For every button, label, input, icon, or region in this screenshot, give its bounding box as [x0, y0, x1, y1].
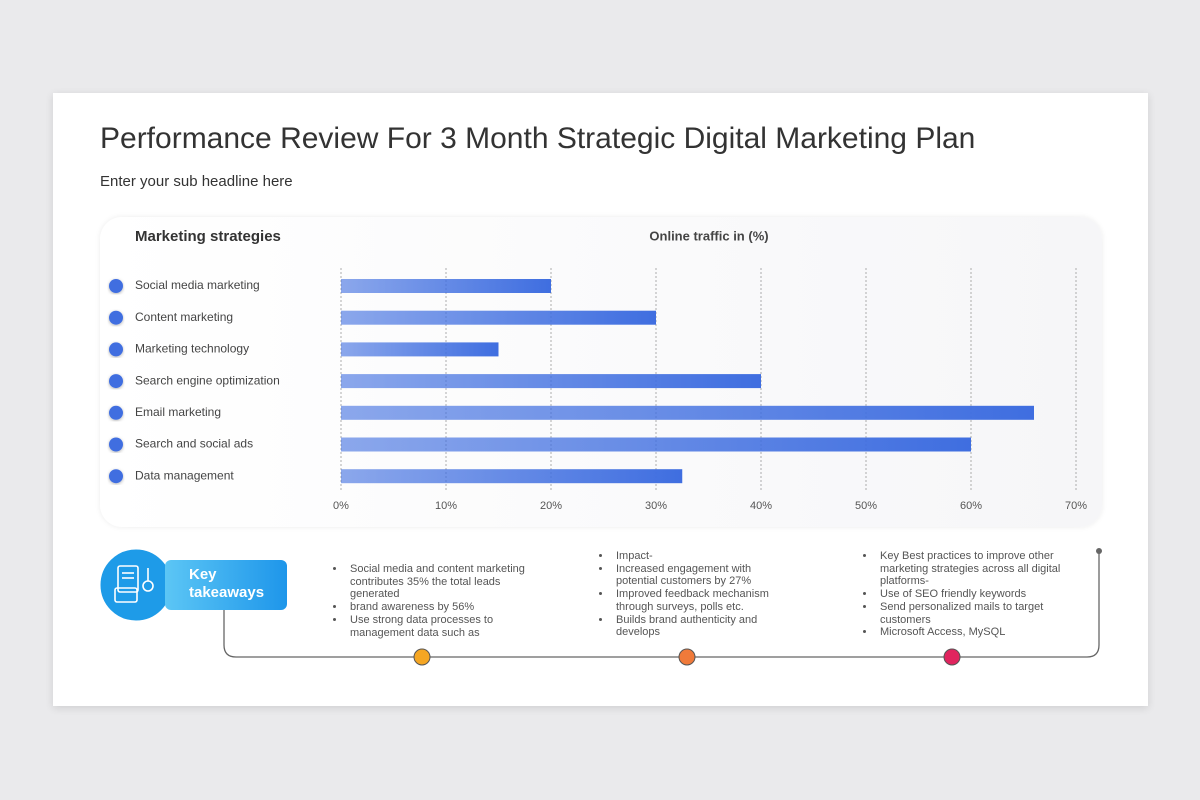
category-dot — [109, 279, 123, 293]
takeaway-item: Social media and content marketing contr… — [346, 563, 546, 601]
bar — [341, 342, 499, 357]
timeline-dot — [678, 648, 696, 666]
x-tick-label: 70% — [1065, 500, 1087, 512]
takeaway-item: Impact- — [612, 550, 792, 563]
takeaway-list: Social media and content marketing contr… — [330, 563, 546, 639]
takeaway-item: Use of SEO friendly keywords — [876, 588, 1076, 601]
x-tick-label: 0% — [333, 500, 349, 512]
bar — [341, 437, 971, 452]
timeline-end — [1096, 548, 1102, 554]
x-tick-label: 40% — [750, 500, 772, 512]
title: Performance Review For 3 Month Strategic… — [100, 122, 976, 155]
bar — [341, 405, 1034, 420]
x-axis-title: Online traffic in (%) — [649, 228, 768, 243]
timeline — [223, 551, 1100, 658]
takeaway-item: Microsoft Access, MySQL — [876, 626, 1076, 639]
takeaway-label: Key takeaways — [189, 566, 265, 601]
category-dot — [109, 469, 123, 484]
takeaway-item: brand awareness by 56% — [346, 601, 546, 614]
bar — [341, 279, 551, 293]
y-tick-label: Search engine optimization — [135, 373, 280, 387]
x-tick-label: 20% — [540, 500, 562, 512]
takeaway-box — [165, 560, 287, 610]
takeaway-list: Key Best practices to improve other mark… — [860, 550, 1076, 639]
bar — [341, 374, 761, 389]
timeline-dot — [943, 648, 961, 666]
category-dot — [109, 437, 123, 452]
category-dot — [109, 342, 123, 357]
y-tick-label: Email marketing — [135, 405, 221, 419]
y-tick-label: Content marketing — [135, 310, 233, 324]
takeaway-item: Improved feedback mechanism through surv… — [612, 588, 792, 613]
takeaway-item: Increased engagement with potential cust… — [612, 563, 792, 588]
category-dot — [109, 374, 123, 389]
y-tick-label: Data management — [135, 468, 234, 482]
subtitle: Enter your sub headline here — [100, 173, 293, 190]
takeaway-list: Impact-Increased engagement with potenti… — [596, 550, 792, 639]
category-dot — [109, 405, 123, 420]
takeaway-item: Use strong data processes to management … — [346, 614, 546, 639]
y-tick-label: Marketing technology — [135, 342, 249, 356]
x-tick-label: 30% — [645, 500, 667, 512]
takeaway-icon — [97, 546, 175, 624]
x-tick-label: 50% — [855, 500, 877, 512]
bar — [341, 469, 683, 484]
y-tick-label: Search and social ads — [135, 437, 253, 451]
takeaway-item: Key Best practices to improve other mark… — [876, 550, 1076, 588]
category-axis-title: Marketing strategies — [135, 228, 281, 245]
bar — [341, 310, 656, 325]
x-tick-label: 60% — [960, 500, 982, 512]
takeaway-item: Builds brand authenticity and develops — [612, 614, 792, 639]
timeline-dot — [413, 648, 431, 666]
category-dot — [109, 310, 123, 325]
takeaway-item: Send personalized mails to target custom… — [876, 601, 1076, 626]
icon-glyph — [114, 565, 154, 603]
y-tick-label: Social media marketing — [135, 278, 260, 292]
x-tick-label: 10% — [435, 500, 457, 512]
